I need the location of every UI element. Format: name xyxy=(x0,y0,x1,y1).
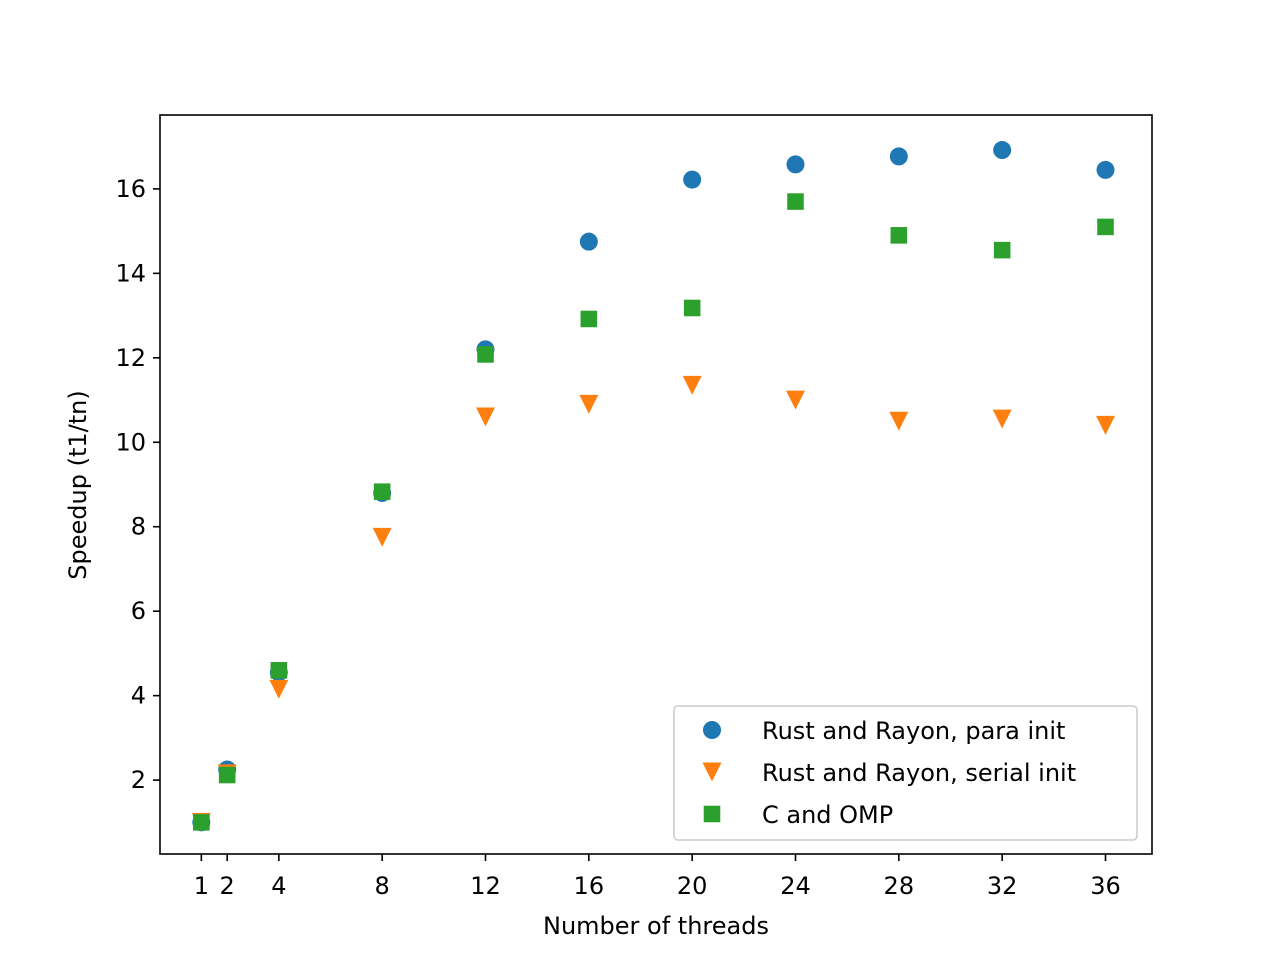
y-tick-label: 6 xyxy=(131,597,146,625)
x-tick-label: 12 xyxy=(470,872,501,900)
legend-marker-triangle-down xyxy=(702,762,722,782)
data-point xyxy=(270,662,288,679)
data-point xyxy=(1097,218,1114,236)
x-tick-label: 16 xyxy=(574,872,605,900)
y-axis-label: Speedup (t1/tn) xyxy=(64,390,92,579)
legend-label: C and OMP xyxy=(762,801,893,829)
y-tick-label: 14 xyxy=(115,259,146,287)
x-tick-label: 24 xyxy=(780,872,811,900)
x-tick-label: 2 xyxy=(220,872,235,900)
x-axis-label: Number of threads xyxy=(543,912,769,940)
y-tick-label: 4 xyxy=(131,682,146,710)
data-point xyxy=(372,527,392,547)
data-point xyxy=(579,394,599,414)
data-marks xyxy=(191,141,1115,832)
data-point xyxy=(580,310,598,328)
x-tick-label: 4 xyxy=(271,872,286,900)
legend-label: Rust and Rayon, para init xyxy=(762,717,1065,745)
data-point xyxy=(683,170,702,189)
data-point xyxy=(193,814,210,831)
x-tick-label: 8 xyxy=(375,872,390,900)
x-tick-label: 36 xyxy=(1090,872,1121,900)
legend: Rust and Rayon, para init Rust and Rayon,… xyxy=(673,705,1138,841)
data-point xyxy=(269,679,289,699)
data-point xyxy=(218,766,236,784)
legend-marker-square xyxy=(703,805,721,823)
data-point xyxy=(890,227,908,244)
data-point xyxy=(992,409,1012,429)
data-point xyxy=(682,375,702,395)
y-tick-label: 16 xyxy=(115,175,146,203)
data-point xyxy=(786,390,805,410)
data-point xyxy=(477,346,494,363)
data-point xyxy=(889,147,908,166)
x-tick-label: 28 xyxy=(884,872,915,900)
plot-frame xyxy=(159,114,1153,855)
data-point xyxy=(579,232,598,251)
data-point xyxy=(1096,160,1115,179)
x-axis-ticks: 1 2 4 8 12 16 20 24 28 32 36 xyxy=(194,854,1121,900)
data-point xyxy=(787,193,804,210)
data-point xyxy=(786,155,805,174)
legend-marker-circle xyxy=(703,721,721,739)
x-tick-label: 32 xyxy=(987,872,1018,900)
series-square xyxy=(193,193,1114,831)
legend-label: Rust and Rayon, serial init xyxy=(762,759,1076,787)
data-point xyxy=(1096,415,1115,435)
data-point xyxy=(993,241,1011,259)
data-point xyxy=(373,483,391,500)
y-tick-label: 2 xyxy=(131,766,146,794)
data-point xyxy=(889,411,909,431)
y-tick-label: 12 xyxy=(115,344,146,372)
data-point xyxy=(683,299,701,317)
x-tick-label: 20 xyxy=(677,872,708,900)
y-tick-label: 10 xyxy=(115,428,146,456)
y-axis-ticks: 2 4 6 8 10 12 14 16 xyxy=(115,175,160,794)
x-tick-label: 1 xyxy=(194,872,209,900)
data-point xyxy=(993,141,1012,160)
data-point xyxy=(476,407,495,427)
legend-frame xyxy=(673,705,1138,841)
y-tick-label: 8 xyxy=(131,513,146,541)
